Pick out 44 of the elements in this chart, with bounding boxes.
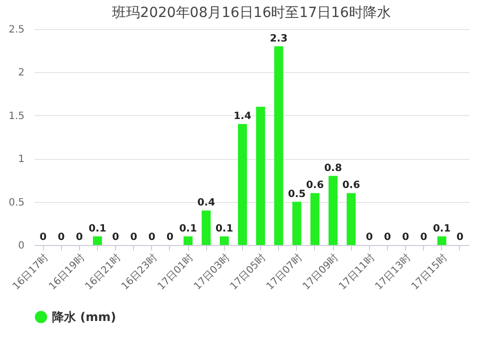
y-tick-label: 1 (18, 154, 24, 166)
y-tick-label: 0 (18, 240, 24, 252)
y-tick-label: 1.5 (8, 110, 24, 122)
data-label: 0 (58, 232, 65, 243)
data-label: 0 (130, 232, 138, 243)
bar (220, 236, 229, 245)
data-label: 0 (76, 232, 83, 243)
data-label: 0 (366, 232, 373, 243)
y-tick-label: 0.5 (8, 197, 24, 208)
y-tick-label: 2.5 (8, 24, 24, 36)
bar (256, 106, 266, 245)
data-label: 0.1 (88, 223, 106, 234)
data-label: 0.1 (432, 223, 451, 234)
data-label: 0.1 (215, 223, 234, 234)
legend-label: 降水 (mm) (52, 310, 116, 324)
data-label: 0.6 (306, 180, 324, 192)
bar (92, 236, 102, 245)
data-label: 0 (148, 232, 156, 243)
y-tick-label: 2 (18, 68, 24, 79)
data-label: 0 (40, 232, 47, 243)
data-label: 0.5 (288, 188, 306, 200)
data-label: 0 (420, 232, 428, 243)
bar (274, 46, 284, 245)
bar (310, 193, 320, 245)
data-label: 0 (112, 232, 120, 243)
chart-title: 班玛2020年08月16日16时至17日16时降水 (112, 5, 391, 21)
bar (437, 236, 446, 245)
bar (292, 202, 302, 245)
x-tick-label: 17日15时 (408, 252, 450, 292)
data-label: 0 (384, 232, 391, 243)
data-label: 0.4 (197, 197, 216, 208)
data-label: 1.4 (234, 111, 252, 122)
data-label: 0.6 (342, 180, 360, 192)
bar (328, 176, 338, 245)
data-label: 0 (166, 232, 174, 243)
data-label: 0.8 (324, 162, 342, 174)
data-label: 2.3 (270, 33, 288, 44)
data-label: 0.1 (179, 223, 197, 234)
bar (346, 193, 356, 245)
bar (238, 124, 247, 245)
bar (202, 210, 211, 245)
data-label: 0 (456, 232, 464, 243)
bar (184, 236, 193, 245)
data-label: 0 (402, 232, 410, 243)
